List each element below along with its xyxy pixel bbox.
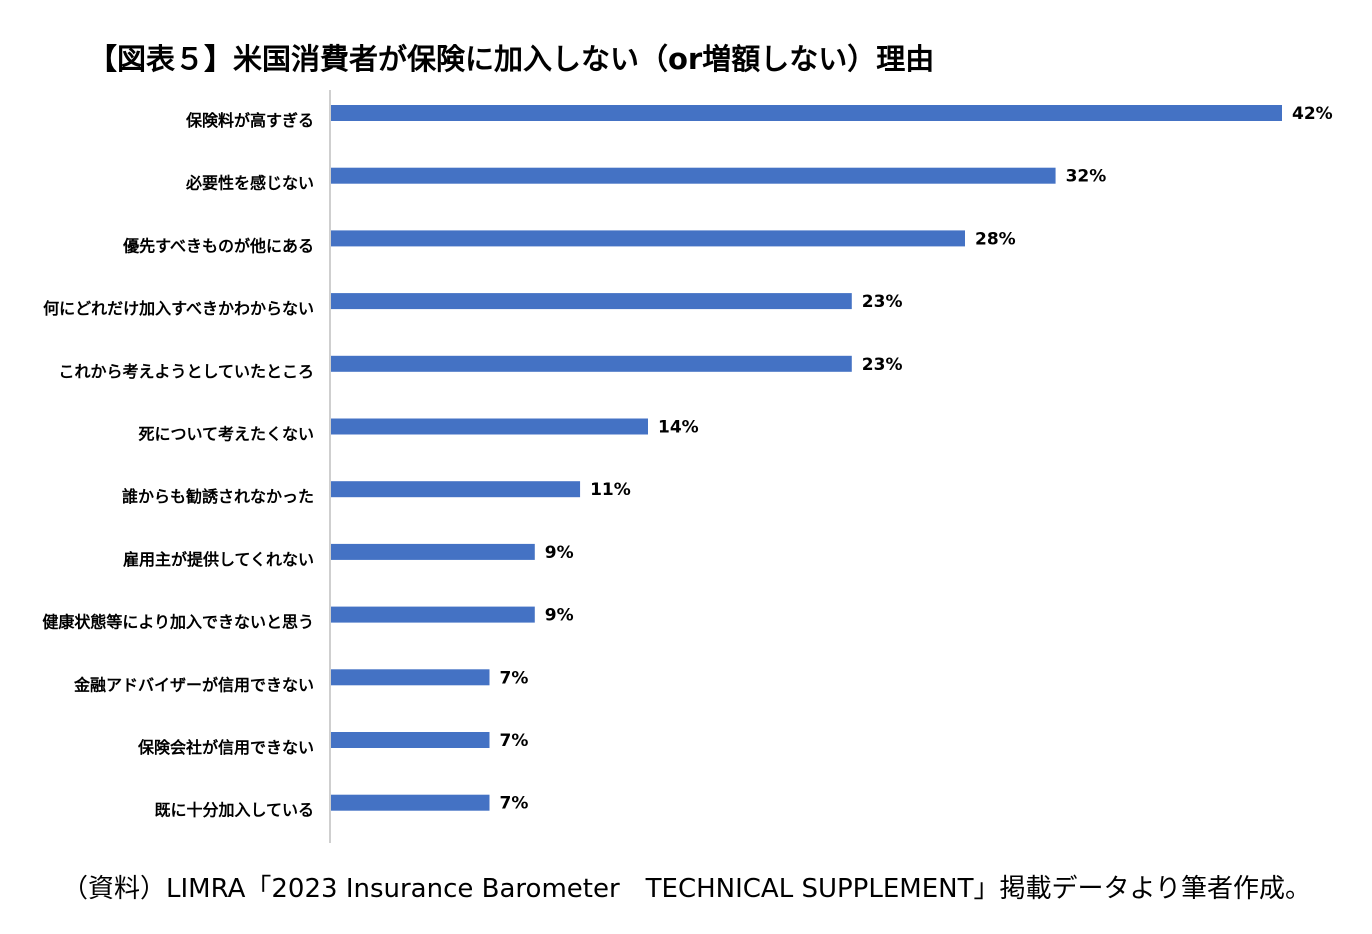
bar (331, 293, 852, 310)
data-label: 23% (862, 355, 903, 375)
data-label: 14% (658, 418, 699, 438)
category-label: これから考えようとしていたところ (58, 362, 314, 381)
data-label: 28% (975, 229, 1016, 249)
data-label: 23% (862, 292, 903, 312)
data-label: 7% (500, 794, 529, 814)
category-label: 何にどれだけ加入すべきかわからない (43, 299, 314, 318)
category-label: 必要性を感じない (185, 174, 314, 193)
bars-group: 保険料が高すぎる 42% 必要性を感じない 32% 優先すべきものが他にある 28% 何にど… (42, 104, 1332, 820)
data-label: 32% (1066, 167, 1107, 187)
category-label: 金融アドバイザーが信用できない (73, 675, 314, 694)
category-label: 健康状態等により加入できないと思う (42, 613, 314, 632)
bar (331, 794, 490, 811)
category-label: 保険会社が信用できない (137, 738, 314, 757)
bar (331, 481, 581, 498)
data-label: 7% (500, 668, 529, 688)
chart-title: 【図表５】米国消費者が保険に加入しない（or増額しない）理由 (88, 42, 935, 76)
category-label: 既に十分加入している (154, 801, 314, 820)
category-label: 雇用主が提供してくれない (123, 550, 314, 569)
data-label: 11% (590, 480, 631, 500)
bar (331, 167, 1056, 184)
bar (331, 543, 535, 560)
category-label: 死について考えたくない (138, 425, 314, 444)
data-label: 7% (500, 731, 529, 751)
source-note: （資料）LIMRA「2023 Insurance Barometer TECHN… (62, 874, 1311, 904)
bar (331, 105, 1282, 121)
category-label: 誰からも勧誘されなかった (122, 487, 314, 506)
bar (331, 732, 490, 748)
bar (331, 355, 852, 372)
bar (331, 669, 490, 686)
data-label: 9% (545, 543, 574, 563)
bar (331, 606, 535, 623)
bar (331, 230, 965, 247)
category-label: 保険料が高すぎる (185, 111, 314, 130)
category-label: 優先すべきものが他にある (122, 236, 314, 255)
data-label: 42% (1292, 104, 1333, 124)
data-label: 9% (545, 606, 574, 626)
bar (331, 418, 648, 435)
